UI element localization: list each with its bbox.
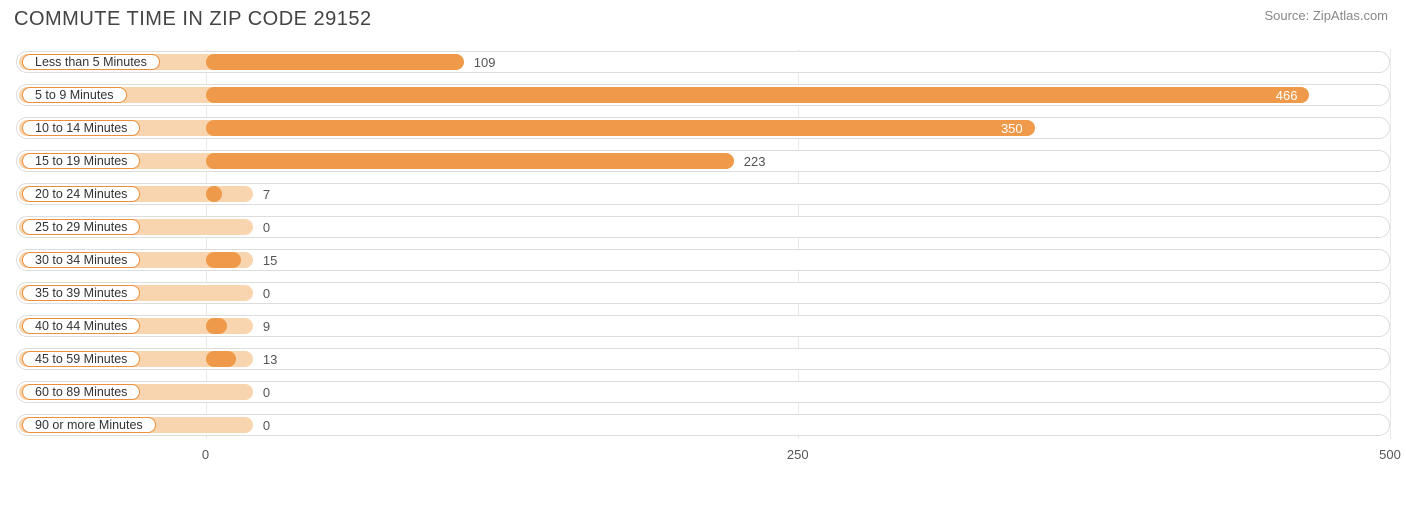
category-label: 10 to 14 Minutes	[35, 122, 127, 135]
value-label: 0	[253, 285, 270, 301]
bar-row: 25 to 29 Minutes 0	[16, 214, 1390, 241]
axis-tick-label: 0	[202, 447, 209, 462]
category-label-pill: 15 to 19 Minutes	[22, 153, 140, 169]
bar-fill	[206, 120, 1035, 136]
value-label: 350	[1001, 120, 1035, 136]
value-label: 466	[1276, 87, 1310, 103]
value-label: 15	[253, 252, 277, 268]
bar-row: 20 to 24 Minutes 7	[16, 181, 1390, 208]
bar-row: 90 or more Minutes 0	[16, 412, 1390, 439]
category-label: 15 to 19 Minutes	[35, 155, 127, 168]
value-label: 9	[253, 318, 270, 334]
bar-fill	[206, 153, 734, 169]
bar-fill	[206, 351, 237, 367]
category-label: 35 to 39 Minutes	[35, 287, 127, 300]
bar-fill	[206, 252, 242, 268]
category-label-pill: 20 to 24 Minutes	[22, 186, 140, 202]
bar-row: 5 to 9 Minutes 466	[16, 82, 1390, 109]
gridline	[1390, 49, 1391, 439]
bar-fill	[206, 318, 227, 334]
bar-row: 45 to 59 Minutes 13	[16, 346, 1390, 373]
category-label-pill: 30 to 34 Minutes	[22, 252, 140, 268]
category-label-pill: 35 to 39 Minutes	[22, 285, 140, 301]
bar-row: 30 to 34 Minutes 15	[16, 247, 1390, 274]
category-label-pill: 25 to 29 Minutes	[22, 219, 140, 235]
chart-source: Source: ZipAtlas.com	[1264, 8, 1388, 23]
category-label: 30 to 34 Minutes	[35, 254, 127, 267]
category-label-pill: 60 to 89 Minutes	[22, 384, 140, 400]
value-label: 109	[464, 54, 496, 70]
axis-tick-label: 250	[787, 447, 809, 462]
chart-title: COMMUTE TIME IN ZIP CODE 29152	[14, 8, 372, 31]
bar-fill	[206, 87, 1310, 103]
category-label-pill: 10 to 14 Minutes	[22, 120, 140, 136]
category-label: 60 to 89 Minutes	[35, 386, 127, 399]
category-label: 20 to 24 Minutes	[35, 188, 127, 201]
value-label: 0	[253, 219, 270, 235]
bar-row: 10 to 14 Minutes 350	[16, 115, 1390, 142]
category-label-pill: 90 or more Minutes	[22, 417, 156, 433]
bar-fill	[206, 186, 223, 202]
category-label-pill: 45 to 59 Minutes	[22, 351, 140, 367]
value-label: 13	[253, 351, 277, 367]
bar-row: 35 to 39 Minutes 0	[16, 280, 1390, 307]
category-label: 45 to 59 Minutes	[35, 353, 127, 366]
value-label: 0	[253, 417, 270, 433]
bar-row: 15 to 19 Minutes 223	[16, 148, 1390, 175]
category-label-pill: 5 to 9 Minutes	[22, 87, 127, 103]
bar-row: Less than 5 Minutes 109	[16, 49, 1390, 76]
category-label: 5 to 9 Minutes	[35, 89, 114, 102]
category-label: Less than 5 Minutes	[35, 56, 147, 69]
category-label: 40 to 44 Minutes	[35, 320, 127, 333]
chart-header: COMMUTE TIME IN ZIP CODE 29152 Source: Z…	[0, 0, 1406, 35]
value-label: 0	[253, 384, 270, 400]
x-axis: 0250500	[16, 445, 1390, 469]
category-label-pill: 40 to 44 Minutes	[22, 318, 140, 334]
bar-row: 60 to 89 Minutes 0	[16, 379, 1390, 406]
rows: Less than 5 Minutes 109 5 to 9 Minutes 466 1…	[16, 49, 1390, 439]
category-label-pill: Less than 5 Minutes	[22, 54, 160, 70]
axis-tick-label: 500	[1379, 447, 1401, 462]
category-label: 25 to 29 Minutes	[35, 221, 127, 234]
chart-area: Less than 5 Minutes 109 5 to 9 Minutes 466 1…	[0, 35, 1406, 469]
value-label: 223	[734, 153, 766, 169]
bar-row: 40 to 44 Minutes 9	[16, 313, 1390, 340]
value-label: 7	[253, 186, 270, 202]
bar-fill	[206, 54, 464, 70]
category-label: 90 or more Minutes	[35, 419, 143, 432]
